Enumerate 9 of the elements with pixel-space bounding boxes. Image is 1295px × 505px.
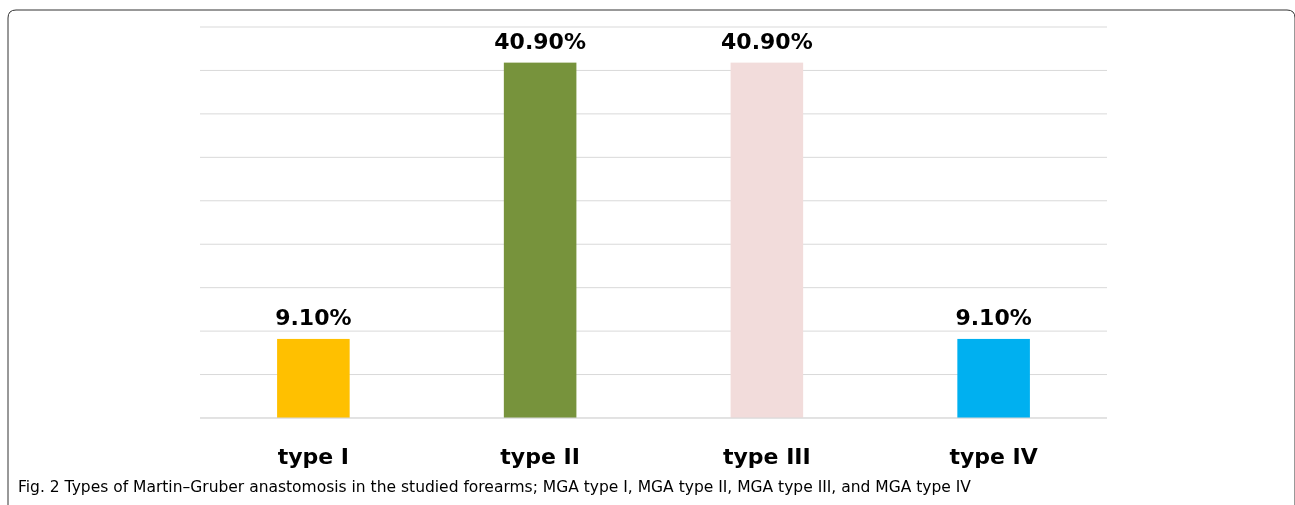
x-tick-label: type III (723, 444, 811, 469)
data-label: 9.10% (955, 304, 1032, 330)
data-label: 40.90% (494, 28, 586, 54)
caption: Fig. 2 Types of Martin–Gruber anastomosis in the studied forearms; MGA type I, MGA type II, MGA type III, and MGA type IV (18, 478, 972, 496)
x-tick-label: type IV (949, 444, 1038, 469)
x-tick-label: type II (500, 444, 580, 469)
x-tick-label: type I (277, 444, 350, 469)
data-label: 40.90% (721, 28, 813, 54)
data-label: 9.10% (275, 304, 352, 330)
